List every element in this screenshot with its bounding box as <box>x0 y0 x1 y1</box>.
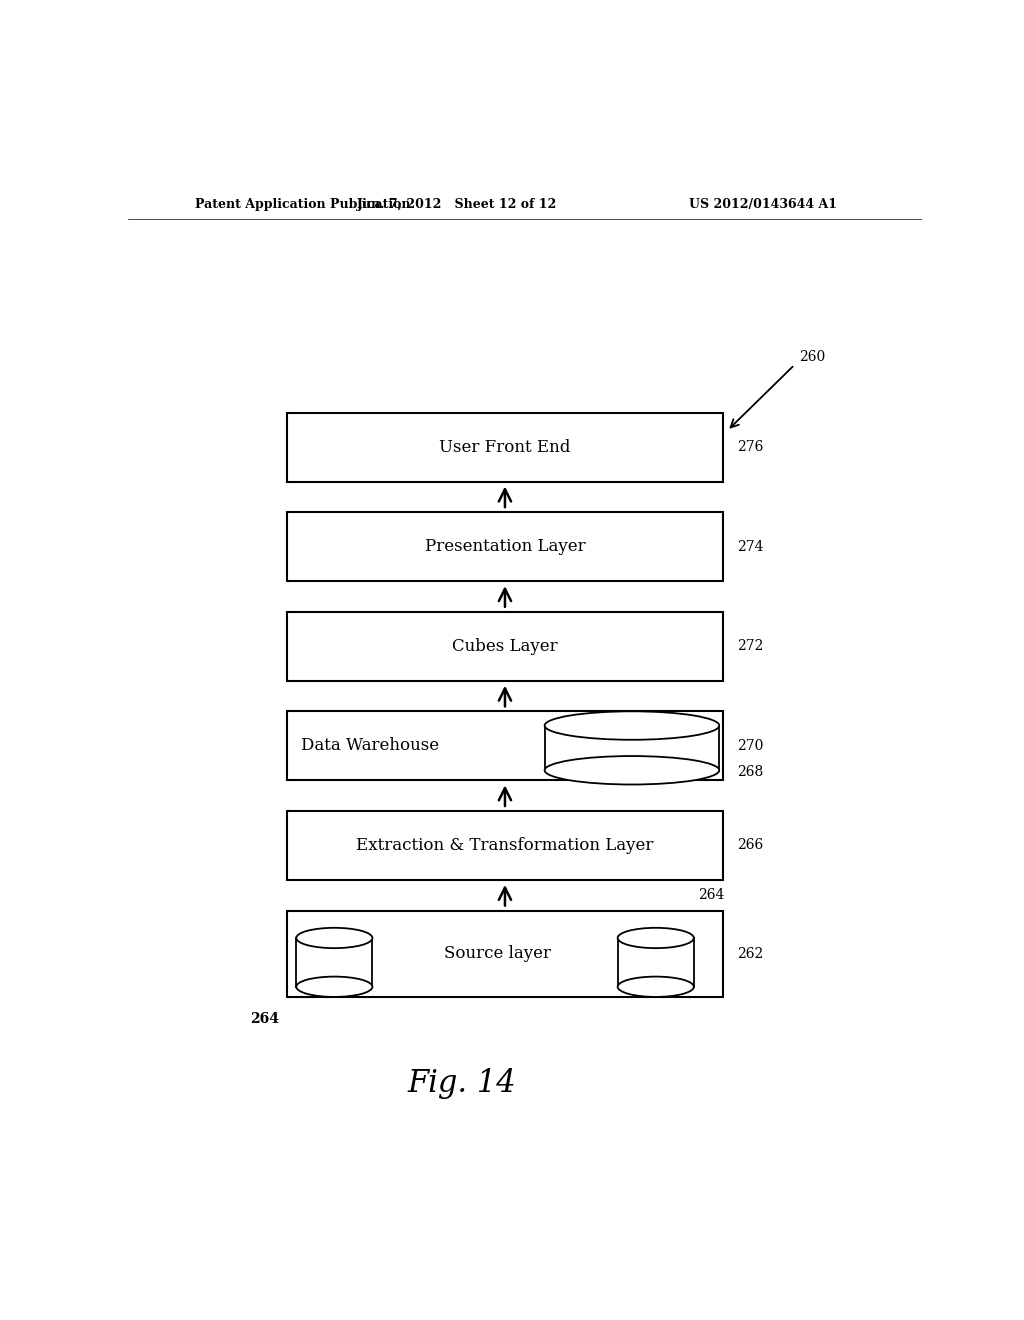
Text: Patent Application Publication: Patent Application Publication <box>196 198 411 211</box>
Ellipse shape <box>296 977 373 997</box>
Ellipse shape <box>617 928 694 948</box>
Text: 274: 274 <box>737 540 764 553</box>
Text: Source layer: Source layer <box>443 945 551 962</box>
Ellipse shape <box>617 977 694 997</box>
FancyBboxPatch shape <box>287 611 723 681</box>
Text: 272: 272 <box>737 639 764 653</box>
Text: 266: 266 <box>737 838 764 853</box>
Bar <box>545 726 719 771</box>
Text: 268: 268 <box>737 766 764 779</box>
Bar <box>617 939 694 987</box>
Text: Extraction & Transformation Layer: Extraction & Transformation Layer <box>356 837 653 854</box>
Ellipse shape <box>545 711 719 739</box>
Ellipse shape <box>545 756 719 784</box>
FancyBboxPatch shape <box>287 711 723 780</box>
Text: 264: 264 <box>697 888 724 903</box>
FancyBboxPatch shape <box>287 810 723 880</box>
FancyBboxPatch shape <box>287 412 723 482</box>
Text: US 2012/0143644 A1: US 2012/0143644 A1 <box>689 198 837 211</box>
Text: User Front End: User Front End <box>439 438 570 455</box>
Text: 260: 260 <box>799 350 825 363</box>
Text: 262: 262 <box>737 946 764 961</box>
Text: Data Warehouse: Data Warehouse <box>301 738 439 754</box>
Text: 264: 264 <box>250 1012 279 1026</box>
FancyBboxPatch shape <box>287 911 723 997</box>
Text: Fig. 14: Fig. 14 <box>407 1068 516 1098</box>
Text: Cubes Layer: Cubes Layer <box>453 638 558 655</box>
Bar <box>296 939 373 987</box>
Text: Jun. 7, 2012   Sheet 12 of 12: Jun. 7, 2012 Sheet 12 of 12 <box>357 198 557 211</box>
Text: 270: 270 <box>737 739 764 752</box>
Ellipse shape <box>296 928 373 948</box>
Text: 276: 276 <box>737 440 764 454</box>
Text: Presentation Layer: Presentation Layer <box>425 539 586 556</box>
FancyBboxPatch shape <box>287 512 723 581</box>
